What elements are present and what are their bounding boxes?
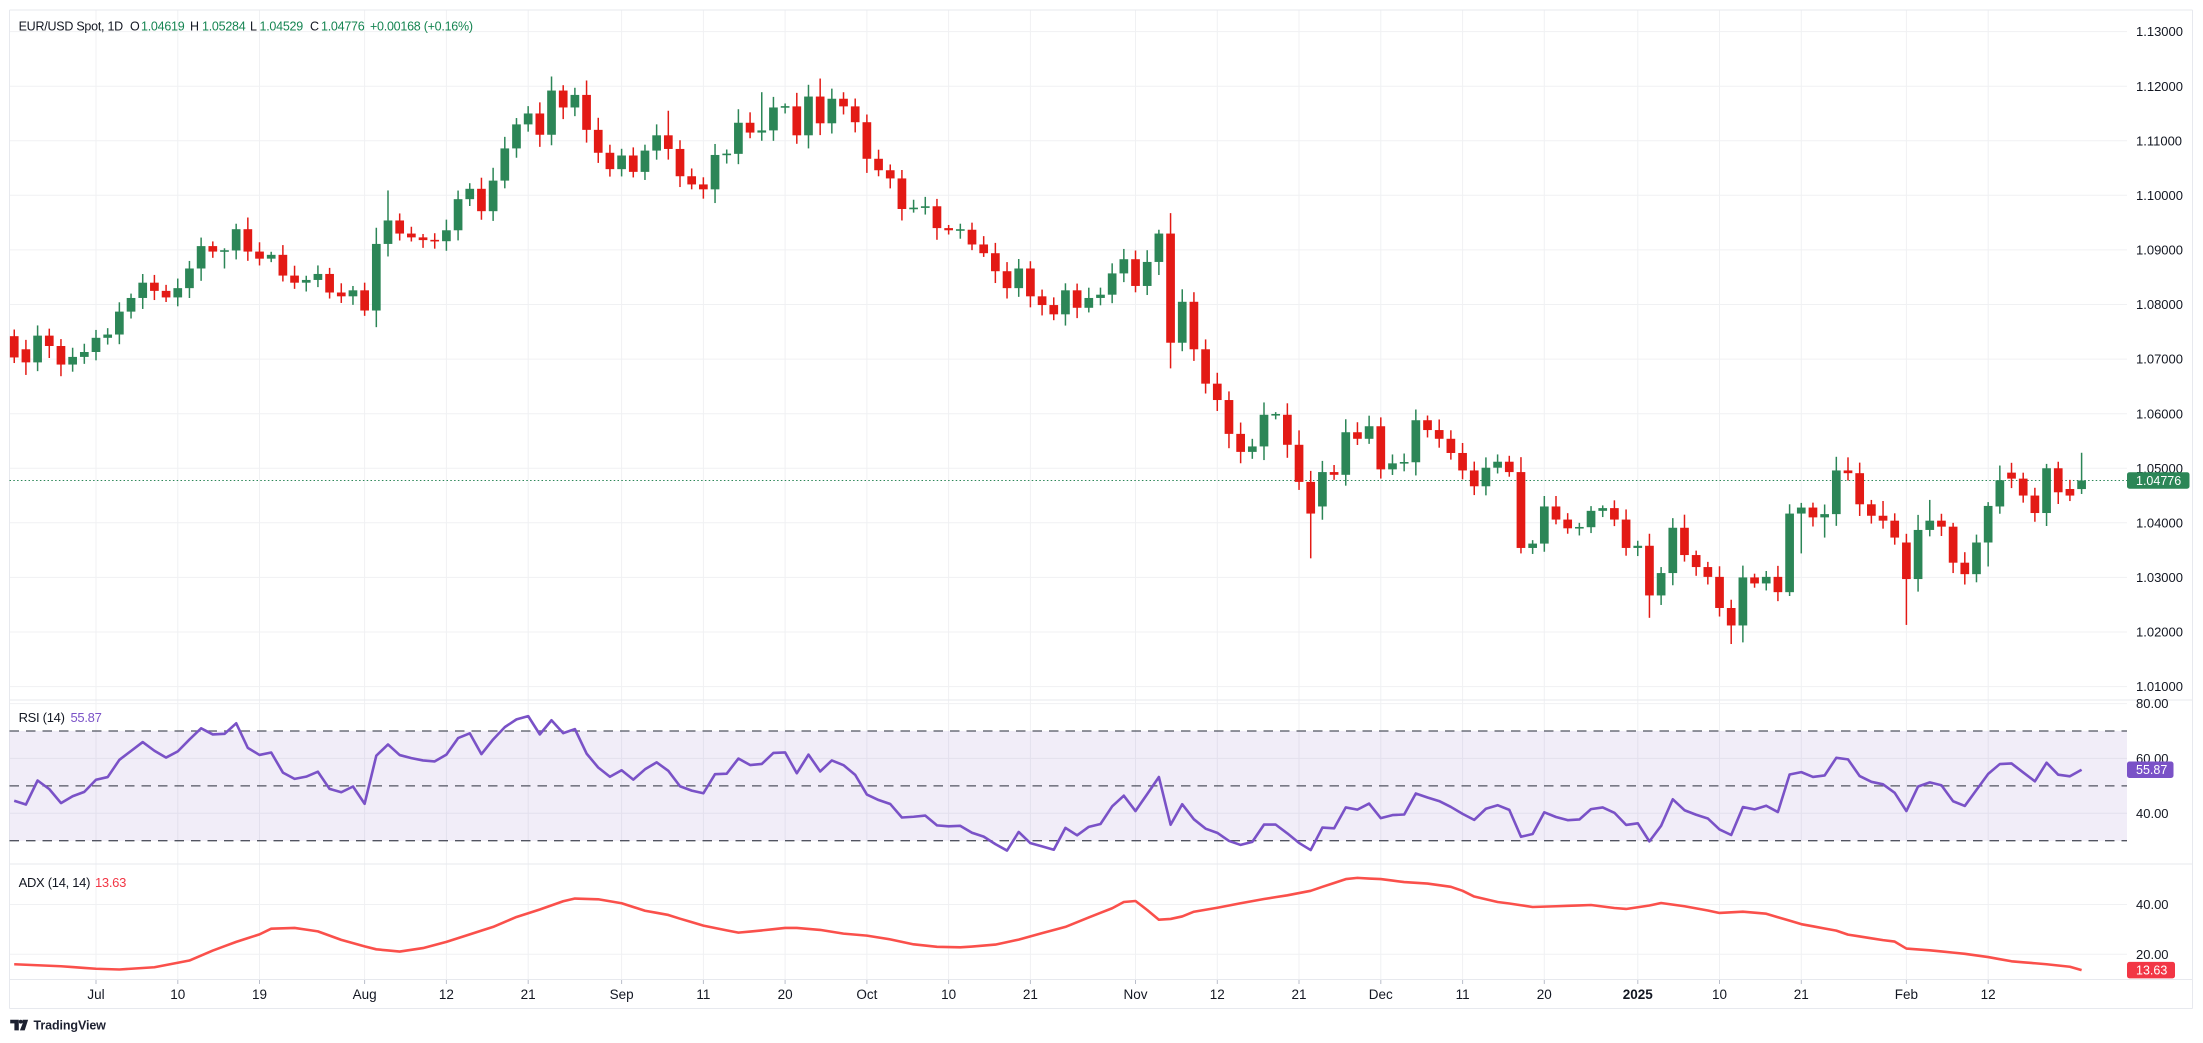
- svg-text:40.00: 40.00: [2136, 897, 2169, 912]
- svg-text:Nov: Nov: [1123, 987, 1147, 1002]
- svg-text:10: 10: [1712, 987, 1727, 1002]
- svg-text:1.04619: 1.04619: [141, 19, 185, 33]
- svg-text:1.09000: 1.09000: [2136, 243, 2183, 258]
- svg-text:1.13000: 1.13000: [2136, 24, 2183, 39]
- svg-text:1.04776: 1.04776: [321, 19, 365, 33]
- svg-text:1.04529: 1.04529: [260, 19, 304, 33]
- svg-text:80.00: 80.00: [2136, 696, 2169, 711]
- svg-text:Dec: Dec: [1369, 987, 1393, 1002]
- svg-text:ADX (14, 14): ADX (14, 14): [19, 875, 91, 890]
- svg-text:Feb: Feb: [1895, 987, 1918, 1002]
- svg-text:21: 21: [1023, 987, 1038, 1002]
- svg-text:TradingView: TradingView: [34, 1019, 107, 1033]
- svg-text:1.05284: 1.05284: [202, 19, 246, 33]
- svg-text:12: 12: [1210, 987, 1225, 1002]
- svg-text:1.11000: 1.11000: [2136, 133, 2182, 148]
- svg-text:1.05000: 1.05000: [2136, 461, 2183, 476]
- svg-text:1.03000: 1.03000: [2136, 570, 2183, 585]
- svg-text:H: H: [190, 19, 199, 33]
- svg-text:10: 10: [170, 987, 185, 1002]
- svg-text:1.02000: 1.02000: [2136, 625, 2183, 640]
- svg-text:21: 21: [521, 987, 536, 1002]
- svg-text:20.00: 20.00: [2136, 947, 2169, 962]
- svg-text:Oct: Oct: [856, 987, 877, 1002]
- svg-text:1.07000: 1.07000: [2136, 352, 2183, 367]
- svg-text:EUR/USD Spot, 1D: EUR/USD Spot, 1D: [19, 19, 124, 33]
- svg-text:40.00: 40.00: [2136, 806, 2169, 821]
- svg-text:1.01000: 1.01000: [2136, 679, 2183, 694]
- svg-text:L: L: [250, 19, 257, 33]
- svg-text:Aug: Aug: [353, 987, 377, 1002]
- svg-text:12: 12: [1981, 987, 1996, 1002]
- svg-text:13.63: 13.63: [95, 875, 126, 890]
- svg-text:Jul: Jul: [87, 987, 104, 1002]
- svg-text:C: C: [310, 19, 319, 33]
- svg-text:10: 10: [941, 987, 956, 1002]
- svg-text:1.04776: 1.04776: [2136, 474, 2181, 488]
- svg-text:11: 11: [1456, 987, 1470, 1002]
- svg-text:21: 21: [1291, 987, 1306, 1002]
- svg-text:O: O: [130, 19, 140, 33]
- svg-text:Sep: Sep: [610, 987, 634, 1002]
- svg-text:21: 21: [1794, 987, 1809, 1002]
- svg-text:55.87: 55.87: [2136, 763, 2167, 777]
- svg-text:1.12000: 1.12000: [2136, 79, 2183, 94]
- svg-text:19: 19: [252, 987, 267, 1002]
- svg-text:20: 20: [778, 987, 793, 1002]
- svg-text:2025: 2025: [1623, 987, 1654, 1002]
- svg-text:11: 11: [696, 987, 710, 1002]
- svg-text:12: 12: [439, 987, 454, 1002]
- svg-text:55.87: 55.87: [71, 710, 102, 725]
- svg-text:+0.00168 (+0.16%): +0.00168 (+0.16%): [370, 19, 473, 33]
- svg-text:1.04000: 1.04000: [2136, 515, 2183, 530]
- svg-text:1.10000: 1.10000: [2136, 188, 2183, 203]
- svg-text:1.08000: 1.08000: [2136, 297, 2183, 312]
- svg-text:RSI (14): RSI (14): [19, 710, 65, 725]
- svg-text:13.63: 13.63: [2136, 964, 2167, 978]
- svg-text:20: 20: [1537, 987, 1552, 1002]
- svg-text:1.06000: 1.06000: [2136, 406, 2183, 421]
